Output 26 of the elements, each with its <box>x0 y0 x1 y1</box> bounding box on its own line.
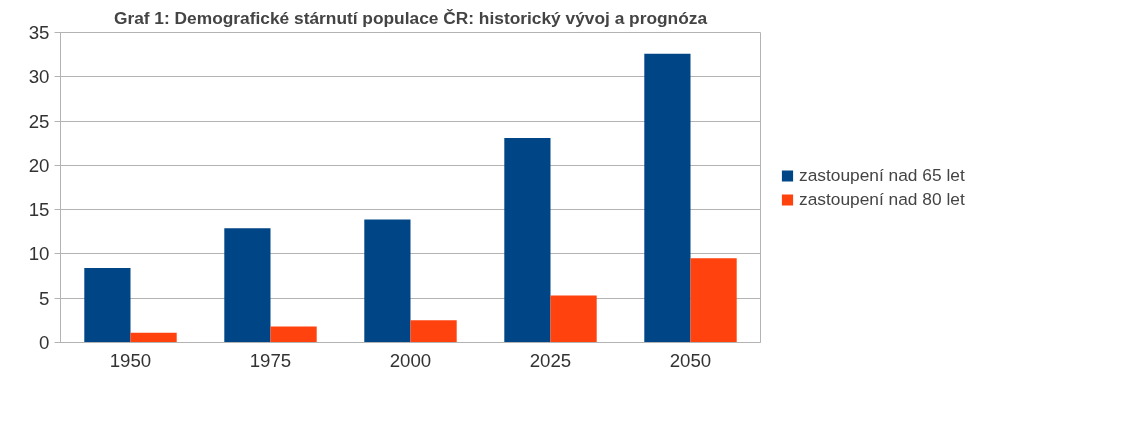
bar <box>644 53 691 343</box>
y-tick-label: 5 <box>39 287 50 309</box>
legend-label: zastoupení nad 80 let <box>799 188 965 210</box>
legend-label: zastoupení nad 65 let <box>799 164 965 186</box>
y-tick-label: 25 <box>28 110 50 132</box>
x-tick-label: 1950 <box>109 349 152 371</box>
y-tick-label: 20 <box>28 154 50 176</box>
bar <box>550 295 597 343</box>
chart-title: Graf 1: Demografické stárnutí populace ČR: historický vývoj a prognóza <box>113 7 708 28</box>
x-tick-label: 2025 <box>529 349 572 371</box>
x-tick-label: 2000 <box>389 349 432 371</box>
bar <box>130 332 177 343</box>
bar <box>504 137 551 343</box>
x-tick-label: 2050 <box>669 349 712 371</box>
bar <box>410 320 457 343</box>
y-tick-label: 10 <box>28 243 50 265</box>
bar <box>364 219 411 343</box>
bar <box>270 326 317 343</box>
x-tick-label: 1975 <box>249 349 292 371</box>
y-tick-label: 15 <box>28 199 50 221</box>
y-tick-label: 35 <box>28 22 50 43</box>
bar <box>690 258 737 343</box>
bar <box>84 268 131 343</box>
y-tick-label: 0 <box>39 332 50 353</box>
bar <box>224 228 271 343</box>
y-tick-label: 30 <box>28 66 50 88</box>
